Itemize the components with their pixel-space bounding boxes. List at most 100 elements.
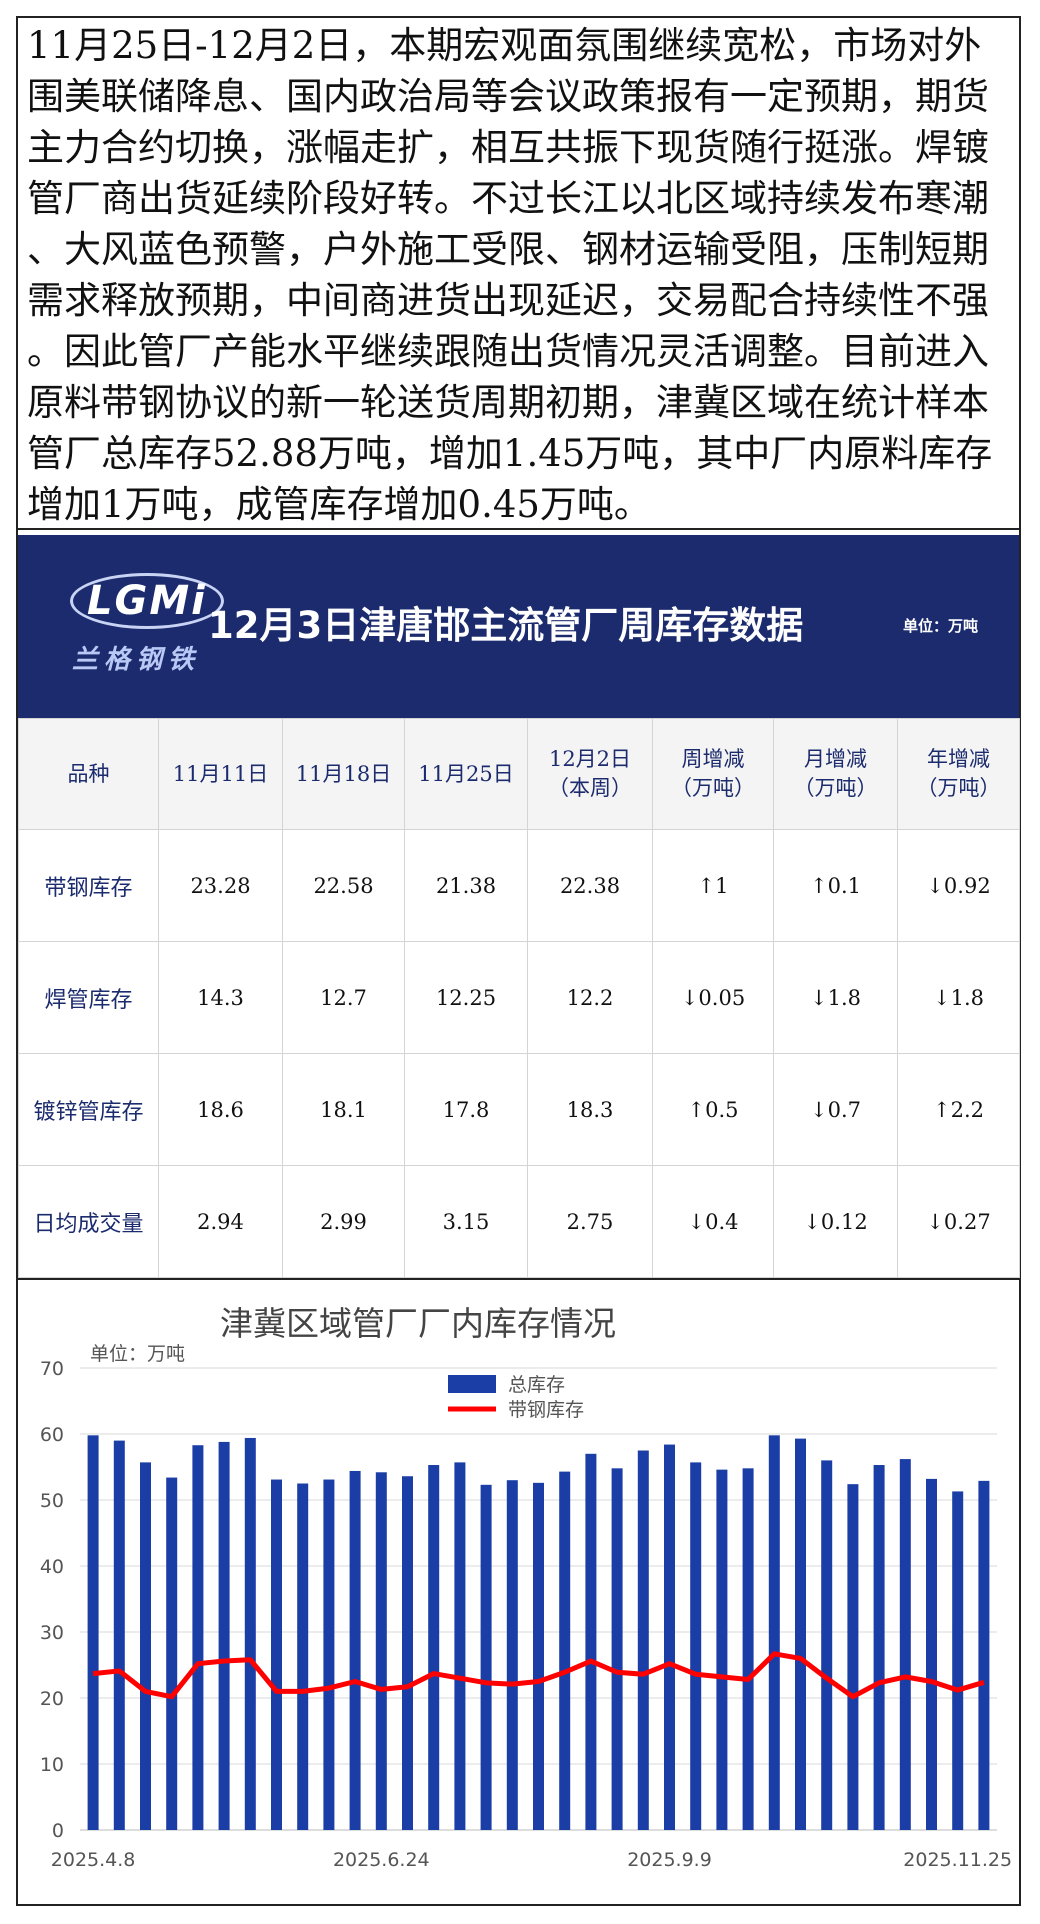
change-arrow: ↓ [803,1209,821,1234]
change-value: 1 [715,873,729,898]
change-cell: ↓0.7 [773,1053,898,1166]
column-header: 11月11日 [158,718,283,830]
bar [611,1468,623,1830]
change-value: 1.8 [950,985,984,1010]
cell-value: 12.7 [282,941,405,1054]
bar [375,1472,387,1830]
cell-value: 18.6 [158,1053,283,1166]
change-cell: ↑2.2 [897,1053,1020,1166]
x-tick-label: 2025.6.24 [333,1849,430,1871]
change-arrow: ↑ [932,1097,951,1122]
cell-value: 22.38 [527,829,653,942]
legend-swatch [448,1375,496,1393]
bar [323,1479,335,1830]
chart-unit: 单位：万吨 [90,1343,185,1365]
data-row: 焊管库存 14.3 12.7 12.25 12.2 ↓0.05 ↓1.8 ↓1.8 [18,941,1020,1054]
cell-value: 2.75 [527,1165,653,1278]
cell-value: 2.99 [282,1165,405,1278]
bar [926,1478,937,1830]
row-name: 带钢库存 [18,829,159,942]
change-cell: ↓0.05 [652,941,774,1054]
column-header: 品种 [18,718,159,830]
y-tick-label: 40 [40,1556,64,1578]
change-cell: ↓0.92 [897,829,1020,942]
cell-value: 18.1 [282,1053,405,1166]
bar [480,1484,492,1830]
y-tick-label: 50 [40,1490,64,1512]
y-tick-label: 70 [40,1358,64,1380]
bar [978,1480,990,1830]
column-header: 月增减 （万吨） [773,718,898,830]
bar [192,1445,204,1830]
bar [297,1483,309,1830]
row-name: 镀锌管库存 [18,1053,159,1166]
inventory-table: 品种 11月11日 11月18日 11月25日 12月2日 （本周） 周增减 （万吨） 月增… [18,718,1020,1278]
logo-name: 兰格钢铁 [72,645,201,675]
bar [847,1484,859,1830]
change-value: 0.4 [705,1209,739,1234]
change-value: 0.5 [705,1097,739,1122]
cell-value: 2.94 [158,1165,283,1278]
column-header: 年增减 （万吨） [897,718,1020,830]
change-cell: ↓1.8 [897,941,1020,1054]
change-arrow: ↓ [809,985,828,1010]
cell-value: 12.2 [527,941,653,1054]
y-tick-label: 10 [40,1754,64,1776]
column-header: 11月18日 [282,718,405,830]
x-tick-label: 2025.9.9 [627,1849,712,1871]
cell-value: 3.15 [404,1165,528,1278]
change-arrow: ↓ [680,985,699,1010]
logo-mark: LGMi [70,573,224,629]
bar [402,1476,413,1830]
row-name: 焊管库存 [18,941,159,1054]
bar [768,1435,780,1830]
cell-value: 12.25 [404,941,528,1054]
bar [559,1471,571,1830]
y-tick-label: 60 [40,1424,64,1446]
bar [87,1435,99,1830]
change-cell: ↓0.12 [773,1165,898,1278]
cell-value: 18.3 [527,1053,653,1166]
legend-label: 带钢库存 [508,1399,584,1421]
change-value: 2.2 [950,1097,984,1122]
y-tick-label: 20 [40,1688,64,1710]
cell-value: 21.38 [404,829,528,942]
cell-value: 23.28 [158,829,283,942]
change-arrow: ↑ [697,873,716,898]
bar [506,1480,518,1830]
bar [742,1468,754,1830]
cell-value: 22.58 [282,829,405,942]
x-tick-label: 2025.4.8 [51,1849,136,1871]
bar [244,1437,256,1830]
bar [218,1441,230,1830]
bar [113,1440,125,1830]
table-unit: 单位：万吨 [903,617,979,635]
data-row: 日均成交量 2.94 2.99 3.15 2.75 ↓0.4 ↓0.12 ↓0.27 [18,1165,1020,1278]
column-header: 11月25日 [404,718,528,830]
cell-value: 14.3 [158,941,283,1054]
summary-text: 11月25日-12月2日，本期宏观面氛围继续宽松，市场对外围美联储降息、国内政治… [18,18,1019,530]
data-row: 带钢库存 23.28 22.58 21.38 22.38 ↑1 ↑0.1 ↓0.92 [18,829,1020,942]
change-arrow: ↑ [687,1097,706,1122]
change-value: 0.92 [943,873,991,898]
table-banner: LGMi 兰格钢铁 12月3日津唐邯主流管厂周库存数据 单位：万吨 [18,535,1019,718]
bar [821,1460,833,1830]
change-arrow: ↓ [809,1097,828,1122]
legend-label: 总库存 [508,1374,565,1396]
frame [16,16,1021,1906]
x-tick-label: 2025.11.25 [903,1849,1012,1871]
bar [166,1477,178,1830]
change-cell: ↓0.4 [652,1165,774,1278]
change-arrow: ↓ [926,1209,944,1234]
bar [795,1438,806,1830]
bar [271,1479,282,1830]
bar [140,1462,151,1830]
bar [533,1482,544,1830]
bar [899,1459,911,1830]
change-value: 0.7 [827,1097,861,1122]
change-value: 1.8 [827,985,861,1010]
change-value: 0.27 [943,1209,991,1234]
table-title: 12月3日津唐邯主流管厂周库存数据 [208,604,804,647]
change-arrow: ↓ [687,1209,706,1234]
